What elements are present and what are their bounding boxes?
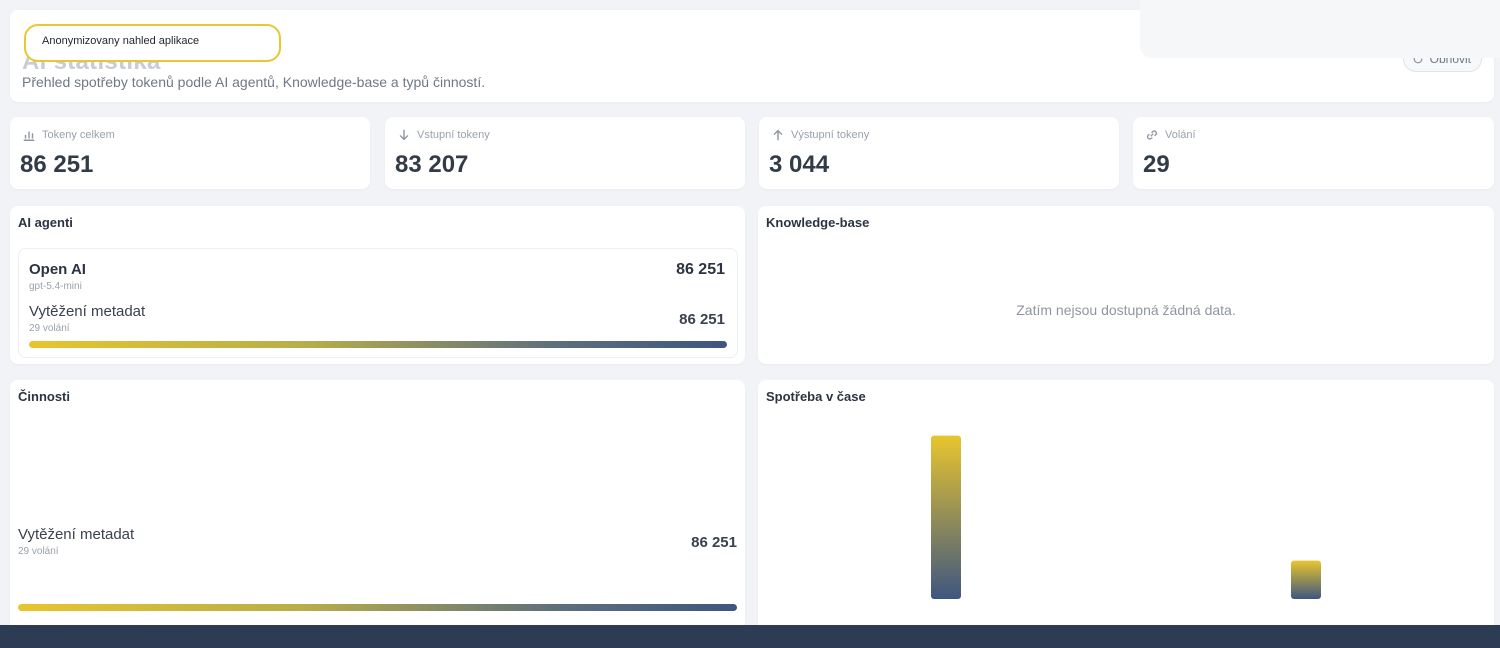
activity-tokens: 86 251 — [679, 311, 725, 328]
stat-value: 83 207 — [395, 151, 469, 178]
section-title: Spotřeba v čase — [766, 389, 866, 404]
stat-label: Výstupní tokeny — [791, 129, 870, 141]
stat-label: Vstupní tokeny — [417, 129, 490, 141]
section-title: Činnosti — [18, 389, 70, 404]
agent-total-tokens: 86 251 — [676, 261, 725, 278]
time-bar[interactable] — [931, 435, 961, 599]
activity-share-bar — [29, 341, 727, 348]
empty-state-message: Zatím nejsou dostupná žádná data. — [1016, 302, 1236, 318]
agent-card: Open AI gpt-5.4-mini 86 251 Vytěžení met… — [18, 248, 738, 358]
usage-over-time-chart — [931, 435, 1321, 599]
page-subtitle: Přehled spotřeby tokenů podle AI agentů,… — [22, 74, 486, 90]
section-title: AI agenti — [18, 215, 73, 230]
activity-share-bar — [18, 604, 737, 611]
stat-value: 29 — [1143, 151, 1170, 178]
top-right-panel — [1140, 0, 1500, 58]
stat-card-total-tokens: Tokeny celkem 86 251 — [10, 117, 370, 189]
stat-card-output-tokens: Výstupní tokeny 3 044 — [759, 117, 1119, 189]
bar-chart-icon — [23, 131, 35, 141]
anonymized-preview-badge: Anonymizovany nahled aplikace — [24, 24, 281, 62]
activity-tokens: 86 251 — [691, 534, 737, 551]
arrow-up-icon — [773, 129, 783, 141]
stat-label: Tokeny celkem — [42, 129, 115, 141]
knowledge-base-panel: Knowledge-base Zatím nejsou dostupná žád… — [758, 206, 1494, 364]
activity-calls: 29 volání — [18, 546, 59, 557]
stat-label: Volání — [1165, 129, 1196, 141]
time-bar[interactable] — [1291, 560, 1321, 599]
footer-bar — [0, 625, 1500, 648]
stat-card-input-tokens: Vstupní tokeny 83 207 — [385, 117, 745, 189]
section-title: Knowledge-base — [766, 215, 870, 230]
usage-over-time-panel: Spotřeba v čase — [758, 380, 1494, 630]
stat-value: 86 251 — [20, 151, 94, 178]
activities-panel: Činnosti Vytěžení metadat 29 volání 86 2… — [10, 380, 745, 630]
ai-agents-panel: AI agenti Open AI gpt-5.4-mini 86 251 Vy… — [10, 206, 745, 364]
activity-name: Vytěžení metadat — [29, 303, 146, 320]
link-icon — [1147, 130, 1157, 140]
stat-card-calls: Volání 29 — [1133, 117, 1494, 189]
activity-name: Vytěžení metadat — [18, 526, 135, 543]
arrow-down-icon — [399, 129, 409, 141]
stat-value: 3 044 — [769, 151, 830, 178]
agent-name: Open AI — [29, 261, 86, 278]
activity-calls: 29 volání — [29, 323, 70, 334]
agent-model: gpt-5.4-mini — [29, 281, 82, 292]
